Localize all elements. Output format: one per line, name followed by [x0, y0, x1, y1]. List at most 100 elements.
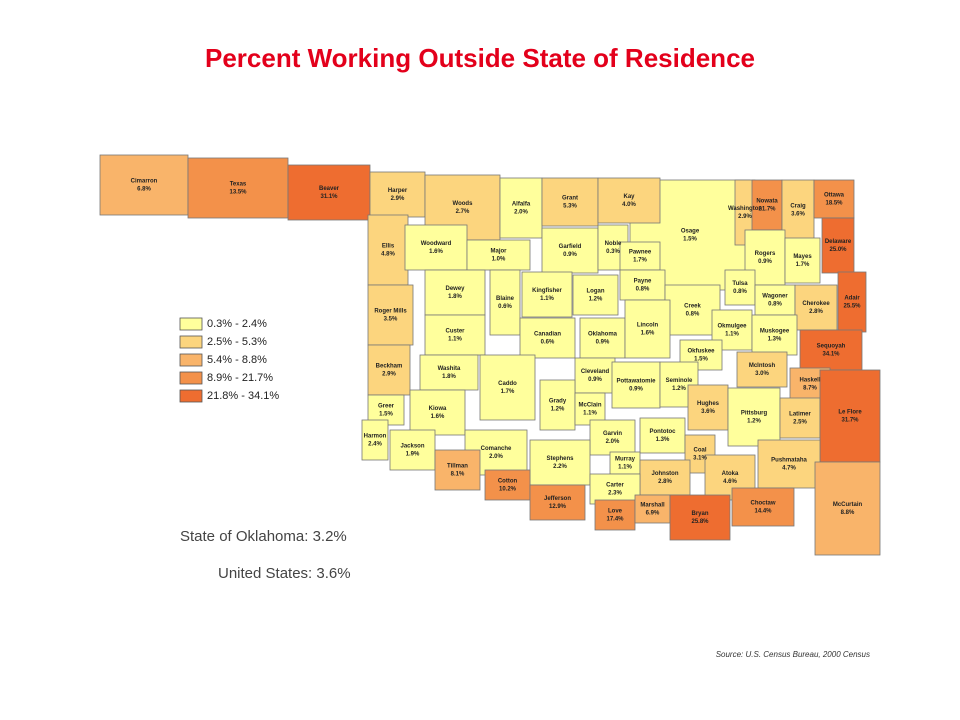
county — [619, 241, 661, 271]
county-name: Craig — [790, 204, 806, 210]
county-name: Sequoyah — [817, 344, 846, 350]
county-name: Ellis — [382, 244, 395, 250]
county-name: Pontotoc — [650, 429, 677, 435]
county — [434, 449, 481, 491]
county-value: 2.2% — [553, 464, 567, 470]
county — [639, 459, 691, 496]
county — [589, 419, 636, 456]
county-name: Dewey — [445, 286, 465, 292]
county-value: 4.7% — [782, 466, 796, 472]
county-name: Pottawatomie — [616, 379, 656, 385]
legend-swatch — [179, 335, 203, 349]
county-value: 2.9% — [382, 372, 396, 378]
county — [794, 284, 838, 331]
county — [727, 387, 781, 447]
county — [624, 299, 671, 359]
county-value: 1.2% — [672, 386, 686, 392]
county — [751, 179, 783, 231]
county-name: Cotton — [498, 479, 518, 485]
county — [821, 217, 855, 274]
county — [369, 171, 426, 218]
county-value: 0.9% — [758, 259, 772, 265]
county — [813, 179, 855, 219]
county-name: Woods — [453, 201, 474, 207]
county — [814, 461, 881, 556]
county — [572, 274, 619, 316]
county — [751, 314, 798, 356]
county-value: 3.6% — [701, 409, 715, 415]
county-value: 1.5% — [379, 412, 393, 418]
county-value: 1.3% — [656, 437, 670, 443]
county — [597, 177, 661, 224]
county-name: Jefferson — [544, 496, 571, 502]
county-value: 3.0% — [755, 371, 769, 377]
county-value: 13.5% — [229, 190, 247, 196]
county-value: 3.1% — [693, 456, 707, 462]
county-value: 34.1% — [822, 352, 840, 358]
county-name: Bryan — [691, 511, 708, 517]
county-name: Grady — [549, 399, 567, 405]
county-name: Tulsa — [732, 281, 748, 287]
county-name: Garfield — [559, 244, 582, 250]
county-name: Marshall — [640, 503, 665, 509]
county-name: Pittsburg — [741, 411, 768, 417]
county — [779, 397, 821, 439]
county-name: Beckham — [376, 364, 403, 370]
county-name: McIntosh — [749, 363, 776, 369]
us-summary: United States: 3.6% — [218, 565, 351, 582]
county-name: Harper — [388, 188, 408, 194]
county — [529, 484, 586, 521]
county-value: 2.4% — [368, 442, 382, 448]
county-value: 1.1% — [583, 411, 597, 417]
county-value: 0.3% — [606, 249, 620, 255]
legend-label: 0.3% - 2.4% — [207, 318, 267, 330]
county — [754, 284, 796, 316]
county — [479, 354, 536, 421]
county-value: 2.3% — [608, 491, 622, 497]
county-name: Wagoner — [762, 294, 788, 300]
county-value: 18.5% — [825, 201, 843, 207]
legend-swatch — [179, 353, 203, 367]
county — [519, 317, 576, 359]
county-name: Seminole — [666, 378, 693, 384]
county-name: Oklahoma — [588, 332, 618, 338]
legend-swatch — [179, 371, 203, 385]
county-value: 3.6% — [791, 212, 805, 218]
county-name: McClain — [578, 403, 601, 409]
county-name: Roger Mills — [374, 309, 407, 315]
county-name: Harmon — [364, 434, 387, 440]
county-name: Beaver — [319, 186, 340, 192]
county-value: 1.7% — [501, 389, 515, 395]
county-value: 0.9% — [588, 377, 602, 383]
county-value: 1.6% — [641, 331, 655, 337]
county-value: 8.8% — [841, 510, 855, 516]
county-value: 2.0% — [514, 210, 528, 216]
county-name: Kay — [623, 194, 635, 200]
county-name: Pushmataha — [771, 458, 807, 464]
county-value: 2.7% — [456, 209, 470, 215]
county-name: Tillman — [447, 464, 468, 470]
county — [639, 417, 686, 454]
county-name: Latimer — [789, 412, 811, 418]
county — [389, 429, 436, 471]
county-name: Canadian — [534, 332, 561, 338]
county — [367, 284, 414, 346]
county — [611, 361, 661, 409]
county-name: Cimarron — [131, 179, 158, 185]
county-value: 0.9% — [629, 387, 643, 393]
county-name: Comanche — [481, 446, 512, 452]
county-name: Delaware — [825, 239, 852, 245]
county-name: Payne — [634, 279, 652, 285]
county — [424, 314, 486, 356]
county-value: 31.7% — [841, 418, 859, 424]
county-value: 1.1% — [725, 332, 739, 338]
county-value: 0.6% — [541, 340, 555, 346]
county-name: Creek — [684, 304, 701, 310]
county — [367, 214, 409, 286]
county — [409, 389, 466, 436]
county — [424, 269, 486, 316]
county-name: Kingfisher — [532, 288, 562, 294]
county — [731, 487, 795, 527]
county-value: 2.8% — [809, 309, 823, 315]
county-name: Washita — [438, 366, 461, 372]
